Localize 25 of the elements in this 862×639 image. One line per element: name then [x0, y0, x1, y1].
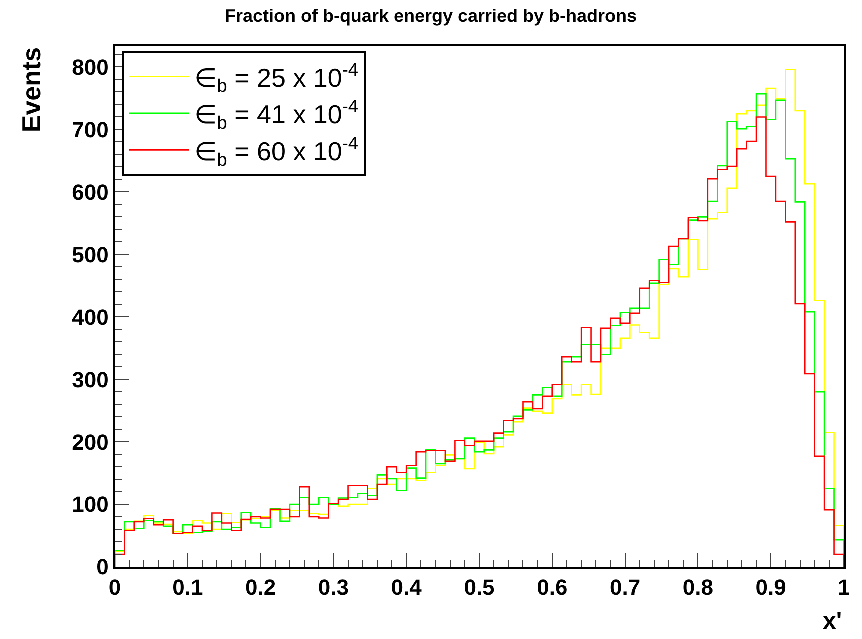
y-tick-label: 700 [72, 117, 109, 142]
x-tick-label: 0.7 [610, 575, 641, 600]
y-tick-label: 300 [72, 367, 109, 392]
legend-label: ∈$_{b}$ = 60 x 10$^{-4}$ [194, 133, 359, 170]
x-tick-label: 0.8 [682, 575, 714, 600]
x-tick-label: 0.1 [172, 575, 204, 600]
y-tick-label: 100 [72, 492, 109, 518]
x-tick-label: 0.3 [318, 575, 349, 600]
chart-title: Fraction of b-quark energy carried by b-hadrons [224, 6, 638, 26]
legend-label: ∈$_{b}$ = 25 x 10$^{-4}$ [194, 60, 359, 96]
y-tick-label: 400 [72, 304, 109, 330]
x-axis-title: x' [823, 608, 842, 635]
y-axis-title: Events [16, 47, 47, 133]
x-tick-label: 1 [838, 575, 850, 600]
legend-label: ∈$_{b}$ = 41 x 10$^{-4}$ [194, 96, 359, 134]
x-tick-label: 0.6 [537, 575, 568, 600]
x-tick-label: 0.5 [464, 575, 495, 600]
y-tick-label: 800 [72, 54, 109, 80]
x-tick-label: 0.9 [756, 575, 786, 600]
x-tick-label: 0.2 [246, 575, 276, 600]
y-tick-label: 500 [72, 242, 109, 268]
y-tick-label: 0 [96, 554, 109, 580]
x-tick-label: 0.4 [391, 575, 423, 600]
y-tick-label: 200 [72, 430, 109, 455]
y-tick-label: 600 [72, 180, 109, 205]
